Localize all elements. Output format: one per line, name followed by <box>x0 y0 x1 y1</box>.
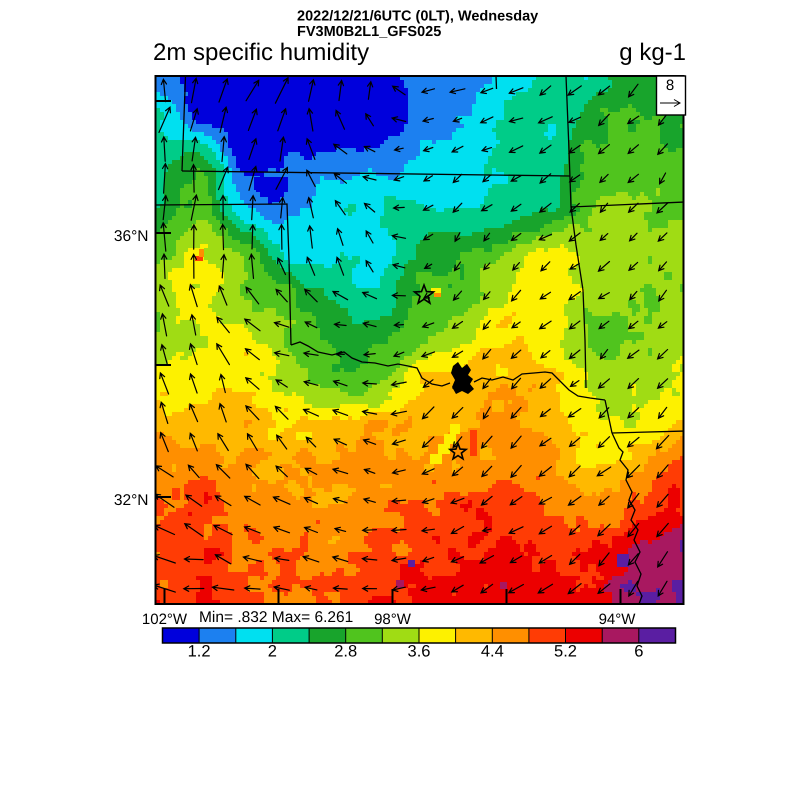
svg-text:FV3M0B2L1_GFS025: FV3M0B2L1_GFS025 <box>297 24 441 40</box>
svg-text:94°W: 94°W <box>599 611 637 628</box>
svg-text:6: 6 <box>634 643 643 661</box>
svg-text:Min= .832 Max= 6.261: Min= .832 Max= 6.261 <box>199 609 353 626</box>
svg-text:2022/12/21/6UTC (0LT), Wednesd: 2022/12/21/6UTC (0LT), Wednesday <box>297 9 538 25</box>
svg-text:2.8: 2.8 <box>334 643 357 661</box>
svg-text:2: 2 <box>268 643 277 661</box>
svg-text:8: 8 <box>666 77 674 94</box>
svg-text:36°N: 36°N <box>114 228 149 245</box>
svg-text:g kg-1: g kg-1 <box>619 39 686 66</box>
svg-text:1.2: 1.2 <box>188 643 211 661</box>
svg-text:4.4: 4.4 <box>481 643 504 661</box>
svg-text:2m specific humidity: 2m specific humidity <box>153 39 369 66</box>
svg-text:3.6: 3.6 <box>408 643 431 661</box>
svg-text:5.2: 5.2 <box>554 643 577 661</box>
svg-text:98°W: 98°W <box>374 611 412 628</box>
svg-text:32°N: 32°N <box>114 492 149 509</box>
svg-text:102°W: 102°W <box>142 611 188 628</box>
